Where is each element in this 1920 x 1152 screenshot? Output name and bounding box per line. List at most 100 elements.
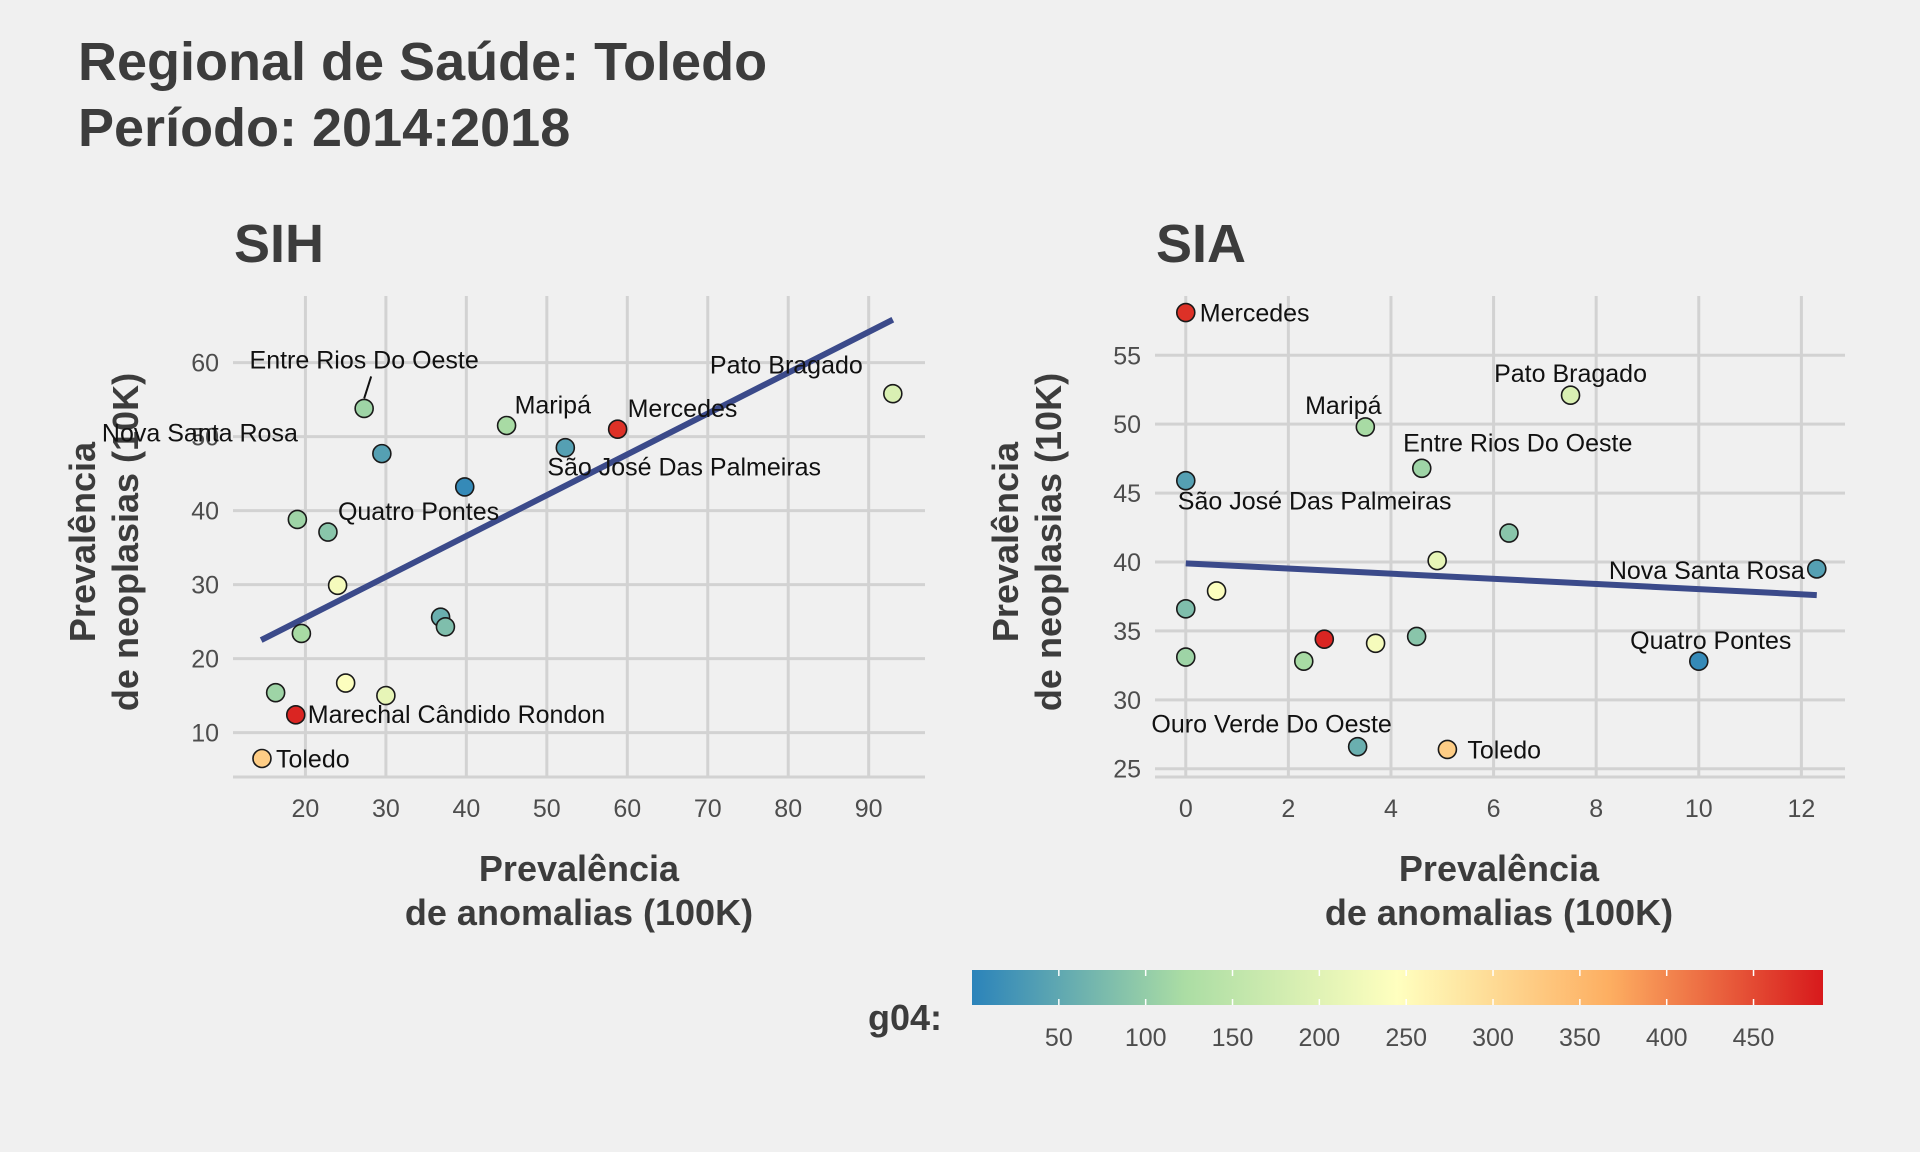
panel-title: SIH xyxy=(234,214,324,274)
legend-tick-label: 250 xyxy=(1385,1024,1427,1052)
legend-title: g04: xyxy=(868,997,942,1038)
point-label: Marechal Cândido Rondon xyxy=(308,701,605,729)
point-label: Mercedes xyxy=(1200,300,1310,328)
legend-colorbar xyxy=(972,970,1823,1005)
y-tick-label: 30 xyxy=(1113,687,1141,715)
data-point xyxy=(454,477,475,497)
y-tick-label: 40 xyxy=(191,498,219,526)
data-point xyxy=(607,419,628,440)
y-tick-label: 30 xyxy=(191,572,219,600)
y-tick-label: 60 xyxy=(191,350,219,378)
data-point xyxy=(335,673,356,693)
data-point xyxy=(1365,633,1386,654)
data-point xyxy=(1406,626,1427,647)
data-point xyxy=(252,748,272,769)
y-tick-label: 55 xyxy=(1113,342,1141,370)
legend-tick-label: 100 xyxy=(1125,1024,1167,1052)
data-point xyxy=(285,705,306,725)
point-label: São José Das Palmeiras xyxy=(1178,488,1452,516)
data-point xyxy=(1560,385,1581,406)
x-tick-label: 0 xyxy=(1179,795,1193,823)
legend-tick-label: 200 xyxy=(1298,1024,1340,1052)
y-axis-title: Prevalênciade neoplasias (10K) xyxy=(985,373,1069,711)
trend-line xyxy=(1185,560,1817,599)
point-label: Maripá xyxy=(1305,392,1382,420)
y-tick-label: 45 xyxy=(1113,480,1141,508)
point-label: Toledo xyxy=(1467,736,1541,764)
point-label: Pato Bragado xyxy=(710,352,863,380)
x-axis-title-line2: de anomalias (100K) xyxy=(405,892,753,933)
y-tick-label: 35 xyxy=(1113,618,1141,646)
y-tick-label: 20 xyxy=(191,646,219,674)
x-axis-title-line2: de anomalias (100K) xyxy=(1325,892,1673,933)
data-point xyxy=(1427,550,1447,571)
x-tick-label: 8 xyxy=(1589,795,1603,823)
data-point xyxy=(1806,559,1827,579)
point-label: Mercedes xyxy=(628,395,738,423)
legend-tick-label: 400 xyxy=(1646,1024,1688,1052)
x-tick-label: 30 xyxy=(372,795,400,823)
data-point xyxy=(376,685,396,706)
point-label: Quatro Pontes xyxy=(1630,627,1791,655)
label-leader-line xyxy=(363,376,373,399)
y-axis-title-line1: Prevalência xyxy=(985,441,1026,642)
data-point xyxy=(265,682,286,703)
figure-title-line2: Período: 2014:2018 xyxy=(78,98,570,158)
data-point xyxy=(354,398,374,419)
x-axis-title-line1: Prevalência xyxy=(1399,848,1600,889)
panel-title: SIA xyxy=(1156,214,1246,274)
data-point xyxy=(287,509,308,530)
x-tick-label: 2 xyxy=(1281,795,1295,823)
data-point xyxy=(1411,458,1432,479)
x-axis-title-line1: Prevalência xyxy=(479,848,680,889)
panel-sia: 0 2 4 6 8 10 1225303540455055SIAPrevalênciade … xyxy=(985,214,1845,933)
data-point xyxy=(372,443,392,464)
point-label: Pato Bragado xyxy=(1494,360,1647,388)
point-label: São José Das Palmeiras xyxy=(547,454,821,482)
legend-tick-label: 300 xyxy=(1472,1024,1514,1052)
x-tick-label: 90 xyxy=(855,795,883,823)
data-point xyxy=(883,383,903,404)
data-point xyxy=(291,623,312,644)
x-tick-label: 6 xyxy=(1487,795,1501,823)
data-point xyxy=(1175,470,1196,491)
legend-tick-label: 450 xyxy=(1733,1024,1775,1052)
data-point xyxy=(1437,739,1458,760)
y-tick-label: 25 xyxy=(1113,756,1141,784)
color-legend: 50 100 150 200 250 300 350 400 450 g04: xyxy=(868,970,1823,1052)
panel-sih: 20 30 40 50 60 70 80 90 10 20 30 40 50 60 SIH Prevalênc… xyxy=(62,214,925,933)
data-point xyxy=(1347,736,1368,757)
legend-tick-label: 150 xyxy=(1212,1024,1254,1052)
data-point xyxy=(1355,417,1376,437)
x-tick-label: 20 xyxy=(292,795,320,823)
y-axis-title-line1: Prevalência xyxy=(62,441,103,642)
x-tick-label: 70 xyxy=(694,795,722,823)
data-point xyxy=(1175,647,1196,667)
point-label: Entre Rios Do Oeste xyxy=(1403,429,1632,457)
data-point xyxy=(318,522,338,542)
data-point xyxy=(1175,302,1196,323)
y-axis-title-line2: de neoplasias (10K) xyxy=(1028,373,1069,711)
point-label: Quatro Pontes xyxy=(338,498,499,526)
data-point xyxy=(496,415,517,436)
y-tick-label: 50 xyxy=(1113,411,1141,439)
gridlines xyxy=(1155,296,1845,777)
data-point xyxy=(1688,651,1709,672)
point-label: Nova Santa Rosa xyxy=(102,420,298,448)
point-label: Maripá xyxy=(515,392,592,420)
x-tick-label: 40 xyxy=(452,795,480,823)
y-tick-label: 50 xyxy=(191,424,219,452)
x-tick-label: 50 xyxy=(533,795,561,823)
data-point xyxy=(1206,581,1227,601)
trend-line xyxy=(259,317,895,643)
data-point xyxy=(435,616,456,637)
x-tick-label: 12 xyxy=(1787,795,1815,823)
y-axis-title-line2: de neoplasias (10K) xyxy=(105,373,146,711)
point-label: Entre Rios Do Oeste xyxy=(250,346,479,374)
data-point xyxy=(1175,599,1196,619)
y-axis-title: Prevalênciade neoplasias (10K) xyxy=(62,373,146,711)
data-point xyxy=(555,437,576,458)
legend-tick-label: 350 xyxy=(1559,1024,1601,1052)
